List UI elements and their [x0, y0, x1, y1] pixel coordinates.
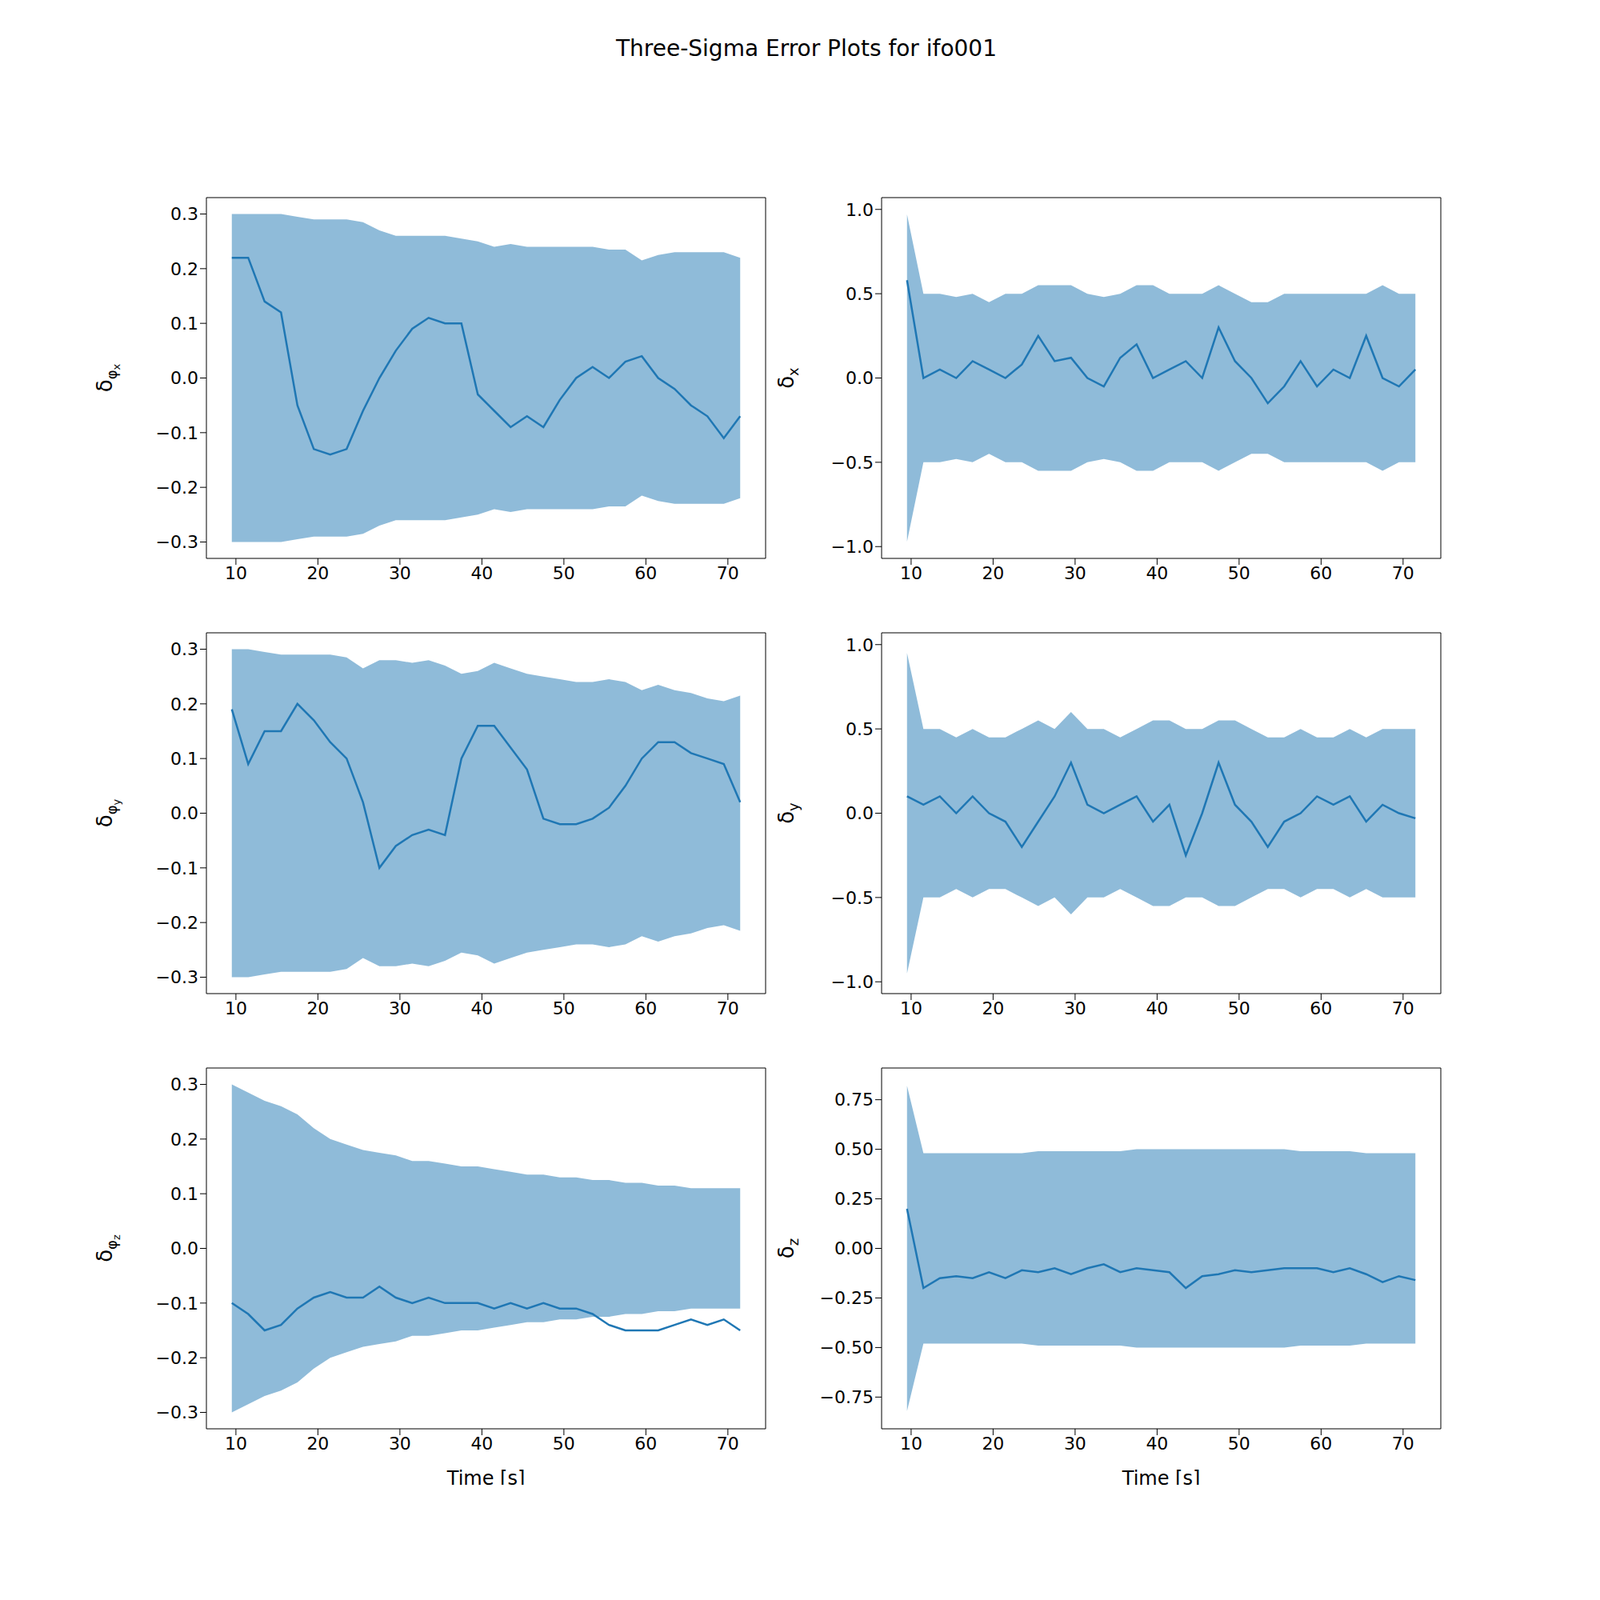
svg-text:0.0: 0.0 — [170, 368, 199, 388]
svg-text:0.5: 0.5 — [845, 719, 874, 740]
svg-text:−0.2: −0.2 — [156, 1348, 199, 1368]
svg-text:δz: δz — [774, 1238, 802, 1259]
svg-text:−0.3: −0.3 — [156, 532, 199, 552]
svg-text:20: 20 — [306, 1433, 329, 1454]
svg-text:0.5: 0.5 — [845, 284, 874, 304]
svg-text:70: 70 — [1392, 998, 1415, 1019]
svg-text:−0.3: −0.3 — [156, 1402, 199, 1423]
svg-text:10: 10 — [224, 563, 248, 584]
svg-text:20: 20 — [981, 563, 1004, 584]
svg-text:30: 30 — [388, 1433, 412, 1454]
svg-text:Time [s]: Time [s] — [1121, 1467, 1201, 1485]
svg-text:0.1: 0.1 — [170, 1184, 199, 1204]
svg-text:30: 30 — [1064, 1433, 1087, 1454]
svg-text:60: 60 — [634, 998, 657, 1019]
svg-text:0.3: 0.3 — [170, 639, 199, 660]
svg-text:40: 40 — [1145, 1433, 1168, 1454]
svg-text:0.1: 0.1 — [170, 313, 199, 334]
svg-text:δφy: δφy — [92, 798, 123, 828]
svg-text:−1.0: −1.0 — [831, 972, 874, 992]
svg-text:−0.1: −0.1 — [156, 423, 199, 444]
svg-text:70: 70 — [1392, 563, 1415, 584]
svg-text:30: 30 — [388, 998, 412, 1019]
svg-text:δy: δy — [774, 802, 802, 824]
svg-text:50: 50 — [1228, 1433, 1251, 1454]
svg-text:0.0: 0.0 — [170, 1238, 199, 1259]
svg-text:30: 30 — [1064, 563, 1087, 584]
svg-text:30: 30 — [388, 563, 412, 584]
svg-text:1.0: 1.0 — [845, 200, 874, 220]
svg-text:70: 70 — [716, 998, 740, 1019]
svg-text:10: 10 — [900, 1433, 923, 1454]
svg-text:20: 20 — [981, 1433, 1004, 1454]
svg-text:10: 10 — [900, 998, 923, 1019]
svg-text:10: 10 — [224, 998, 248, 1019]
svg-text:0.50: 0.50 — [834, 1139, 874, 1160]
svg-text:40: 40 — [470, 563, 493, 584]
svg-text:60: 60 — [1309, 563, 1332, 584]
svg-text:0.0: 0.0 — [845, 368, 874, 388]
svg-text:40: 40 — [470, 1433, 493, 1454]
svg-text:50: 50 — [552, 563, 576, 584]
svg-text:−0.75: −0.75 — [820, 1387, 874, 1408]
svg-text:30: 30 — [1064, 998, 1087, 1019]
svg-text:0.00: 0.00 — [834, 1238, 874, 1259]
svg-text:1.0: 1.0 — [845, 635, 874, 656]
svg-text:0.75: 0.75 — [834, 1089, 874, 1110]
svg-text:50: 50 — [552, 1433, 576, 1454]
svg-text:60: 60 — [1309, 998, 1332, 1019]
svg-text:−0.5: −0.5 — [831, 888, 874, 908]
svg-text:70: 70 — [716, 1433, 740, 1454]
svg-text:60: 60 — [634, 563, 657, 584]
svg-text:−0.3: −0.3 — [156, 967, 199, 988]
svg-text:10: 10 — [224, 1433, 248, 1454]
svg-text:50: 50 — [1228, 563, 1251, 584]
svg-text:δx: δx — [774, 367, 802, 389]
svg-text:−0.2: −0.2 — [156, 912, 199, 933]
svg-text:0.2: 0.2 — [170, 259, 199, 280]
svg-text:40: 40 — [470, 998, 493, 1019]
html-text:Three-Sigma Error Plots for if: Three-Sigma Error Plots for ifo001 — [616, 35, 997, 62]
svg-text:−0.2: −0.2 — [156, 477, 199, 498]
svg-text:20: 20 — [981, 998, 1004, 1019]
svg-text:δφz: δφz — [92, 1234, 123, 1263]
svg-text:40: 40 — [1145, 998, 1168, 1019]
svg-text:20: 20 — [306, 998, 329, 1019]
svg-text:70: 70 — [716, 563, 740, 584]
svg-text:40: 40 — [1145, 563, 1168, 584]
svg-text:0.2: 0.2 — [170, 694, 199, 715]
svg-text:0.0: 0.0 — [845, 803, 874, 824]
svg-text:−0.1: −0.1 — [156, 1293, 199, 1314]
svg-text:70: 70 — [1392, 1433, 1415, 1454]
svg-text:20: 20 — [306, 563, 329, 584]
svg-text:−0.5: −0.5 — [831, 452, 874, 473]
svg-text:−0.25: −0.25 — [820, 1288, 874, 1308]
svg-text:0.1: 0.1 — [170, 748, 199, 769]
svg-text:60: 60 — [1309, 1433, 1332, 1454]
svg-text:−0.50: −0.50 — [820, 1337, 874, 1358]
svg-text:50: 50 — [1228, 998, 1251, 1019]
svg-text:0.25: 0.25 — [834, 1188, 874, 1209]
svg-text:0.3: 0.3 — [170, 204, 199, 224]
svg-text:Time [s]: Time [s] — [446, 1467, 526, 1485]
svg-text:δφx: δφx — [92, 363, 123, 392]
svg-text:−0.1: −0.1 — [156, 858, 199, 879]
svg-text:10: 10 — [900, 563, 923, 584]
svg-text:0.2: 0.2 — [170, 1129, 199, 1150]
svg-text:0.0: 0.0 — [170, 803, 199, 824]
svg-text:0.3: 0.3 — [170, 1074, 199, 1095]
svg-text:60: 60 — [634, 1433, 657, 1454]
svg-text:50: 50 — [552, 998, 576, 1019]
svg-text:−1.0: −1.0 — [831, 536, 874, 557]
